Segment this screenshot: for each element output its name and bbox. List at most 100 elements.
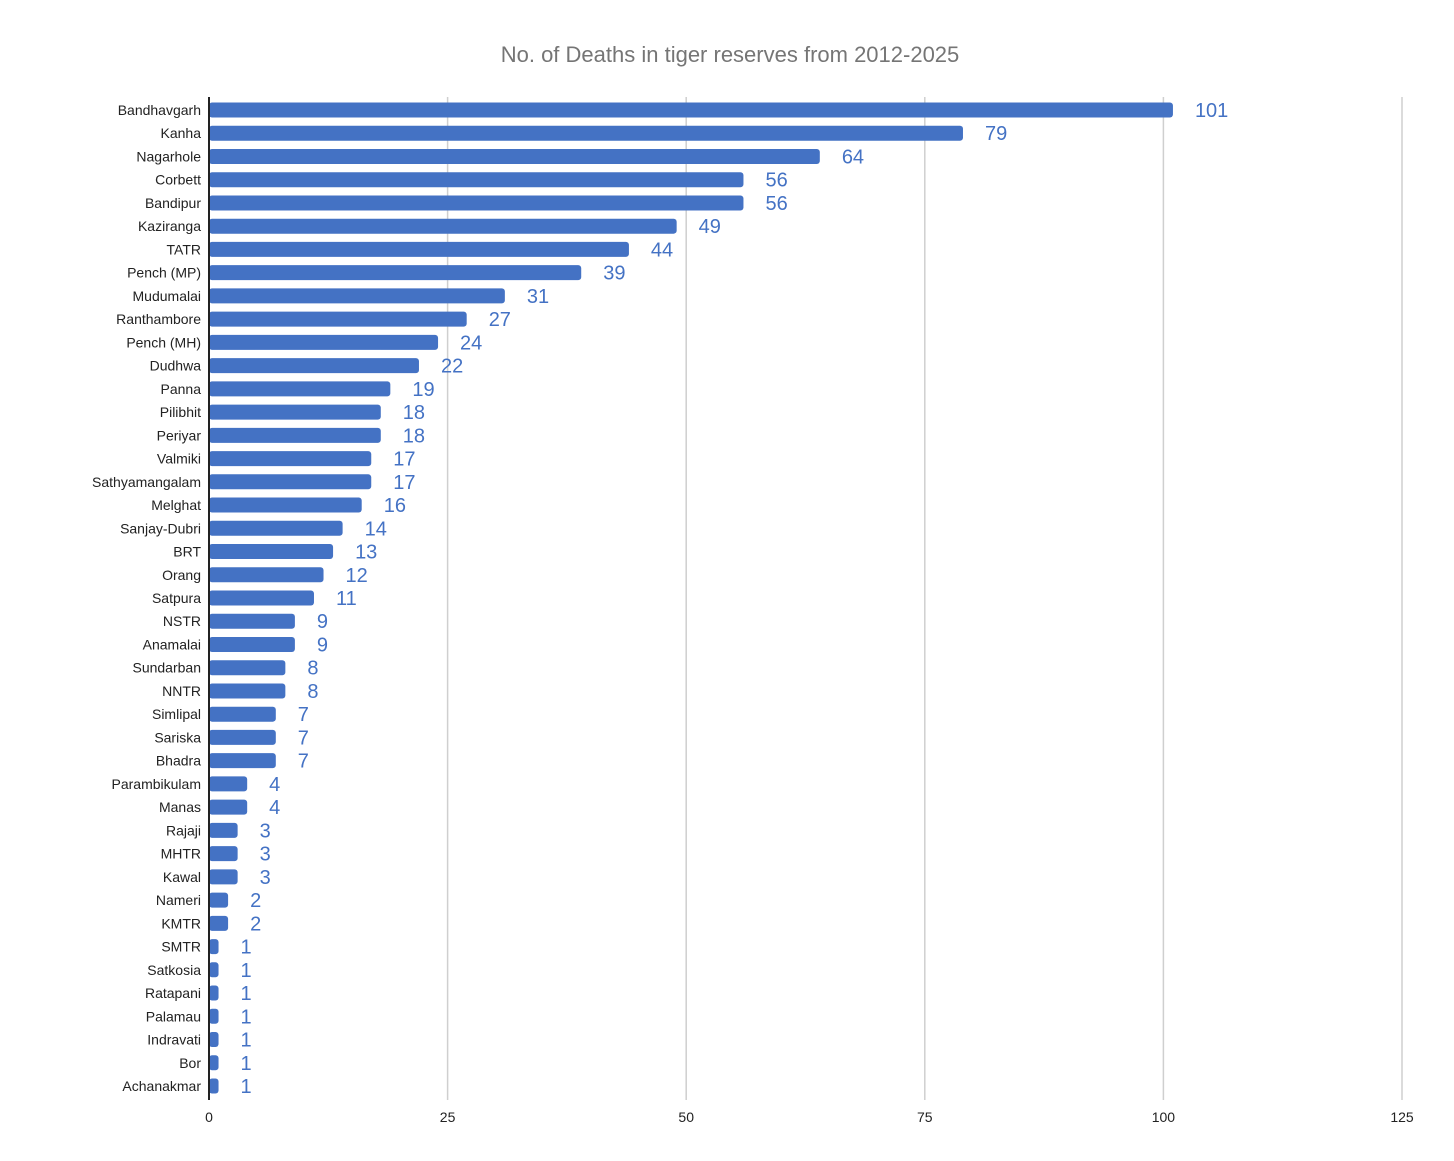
category-label: Satpura [152,590,201,606]
category-label: Kanha [161,125,202,141]
data-label: 4 [269,774,280,796]
x-tick-label: 0 [205,1109,213,1125]
category-label: Orang [162,567,201,583]
bar [209,218,677,234]
data-label: 3 [260,867,271,889]
bar [209,915,229,931]
data-label: 9 [317,611,328,633]
data-label: 56 [765,170,787,192]
category-label: Achanakmar [122,1078,201,1094]
category-label: Panna [161,381,202,397]
bar [209,590,314,606]
data-label: 27 [489,309,511,331]
category-label: Bandhavgarh [118,102,201,118]
category-label: MHTR [161,846,201,862]
category-label: BRT [173,544,201,560]
data-label: 3 [260,820,271,842]
category-label: SMTR [161,939,201,955]
data-label: 1 [241,1030,252,1052]
data-label: 1 [241,937,252,959]
bar [209,474,372,490]
category-label: Satkosia [147,962,201,978]
category-label: NNTR [162,683,201,699]
bar [209,334,439,350]
data-label: 1 [241,1006,252,1028]
data-label: 4 [269,797,280,819]
category-label: NSTR [163,613,201,629]
chart-title: No. of Deaths in tiger reserves from 201… [500,42,960,67]
category-label: Nagarhole [136,148,201,164]
category-label: Kawal [163,869,201,885]
bar [209,799,248,815]
category-label: Melghat [151,497,201,513]
category-label: Periyar [157,427,202,443]
bar [209,892,229,908]
bar [209,613,295,629]
data-label: 16 [384,495,406,517]
bar [209,125,963,141]
category-label: Manas [159,799,201,815]
data-label: 1 [241,1076,252,1098]
data-label: 24 [460,332,482,354]
category-label: Pench (MP) [127,265,201,281]
bar [209,729,276,745]
data-label: 39 [603,263,625,285]
category-label: Indravati [147,1032,201,1048]
category-label: Kaziranga [138,218,201,234]
bar [209,869,238,885]
x-tick-label: 125 [1390,1109,1414,1125]
bar [209,683,286,699]
data-label: 22 [441,356,463,378]
bar [209,451,372,467]
data-label: 17 [393,449,415,471]
category-label: Parambikulam [112,776,201,792]
data-label: 44 [651,239,673,261]
data-label: 17 [393,472,415,494]
bar [209,1032,219,1048]
category-label: Ratapani [145,985,201,1001]
category-label: Ranthambore [116,311,201,327]
bar [209,1078,219,1094]
category-label: KMTR [161,915,201,931]
bar [209,706,276,722]
data-label: 49 [699,216,721,238]
data-label: 18 [403,402,425,424]
data-label: 12 [346,565,368,587]
bar [209,776,248,792]
data-label: 56 [765,193,787,215]
bar [209,636,295,652]
bar [209,497,362,513]
bar [209,265,582,281]
data-label: 64 [842,146,864,168]
category-label: Bhadra [156,753,201,769]
bar [209,404,381,420]
x-tick-label: 100 [1152,1109,1176,1125]
data-label: 9 [317,634,328,656]
category-label: Palamau [146,1008,201,1024]
category-label: Sariska [154,729,201,745]
data-label: 31 [527,286,549,308]
data-label: 2 [250,890,261,912]
data-label: 101 [1195,100,1228,122]
bar [209,427,381,443]
category-label: Bor [179,1055,201,1071]
data-label: 18 [403,425,425,447]
data-label: 7 [298,751,309,773]
category-label: Pilibhit [160,404,201,420]
data-label: 3 [260,844,271,866]
bar [209,102,1173,118]
x-tick-label: 25 [440,1109,456,1125]
bar [209,241,629,257]
bar [209,1055,219,1071]
bar [209,753,276,769]
data-label: 7 [298,704,309,726]
data-label: 79 [985,123,1007,145]
data-label: 8 [307,681,318,703]
category-label: Valmiki [157,451,201,467]
bar [209,381,391,397]
bar [209,1008,219,1024]
data-label: 7 [298,727,309,749]
bar [209,544,334,560]
category-label: TATR [167,241,201,257]
